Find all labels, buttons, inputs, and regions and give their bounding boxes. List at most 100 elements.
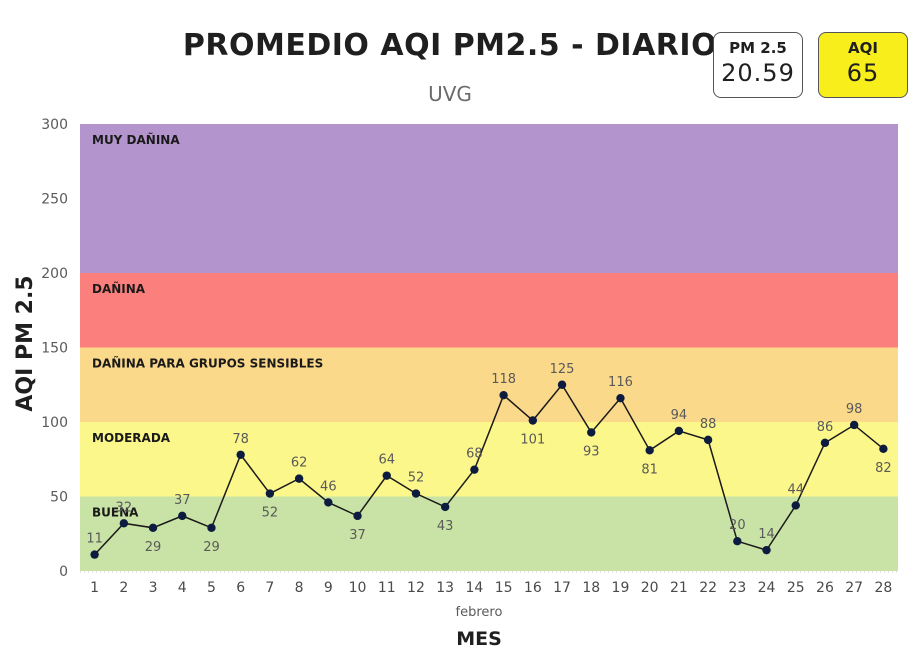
band-label-0: BUENA [92, 506, 139, 520]
data-point-15 [528, 416, 538, 425]
data-label-22: 20 [729, 518, 746, 533]
data-point-24 [791, 501, 800, 510]
data-point-6 [265, 489, 275, 498]
data-point-23 [762, 545, 771, 555]
data-label-5: 78 [232, 432, 249, 447]
y-tick-label-3: 150 [41, 341, 68, 357]
data-point-17 [587, 428, 596, 437]
data-label-4: 29 [203, 540, 220, 555]
data-label-13: 68 [466, 447, 483, 462]
x-tick-label-15: 16 [524, 580, 542, 596]
data-point-19 [645, 446, 654, 455]
x-tick-label-2: 3 [149, 580, 158, 596]
chart-title: PROMEDIO AQI PM2.5 - DIARIO [182, 28, 718, 63]
data-point-11 [411, 489, 421, 498]
data-point-16 [557, 380, 567, 389]
x-tick-label-26: 27 [845, 580, 863, 596]
x-sublabel: febrero [456, 605, 503, 620]
data-point-18 [616, 393, 625, 403]
x-tick-label-19: 20 [641, 580, 659, 596]
x-tick-label-13: 14 [465, 580, 483, 596]
data-label-2: 29 [145, 540, 162, 555]
y-tick-label-0: 0 [59, 564, 68, 580]
data-label-20: 94 [671, 408, 688, 423]
data-point-14 [499, 390, 508, 400]
data-label-12: 43 [437, 519, 454, 534]
x-tick-label-18: 19 [612, 580, 630, 596]
data-point-1 [119, 519, 129, 528]
x-tick-label-21: 22 [699, 580, 717, 596]
data-point-25 [820, 438, 830, 448]
data-point-13 [470, 465, 479, 474]
data-point-20 [674, 426, 684, 436]
x-tick-label-20: 21 [670, 580, 688, 596]
data-point-27 [879, 444, 888, 454]
aqi-card-value: 65 [846, 59, 880, 87]
data-label-15: 101 [520, 433, 545, 448]
x-tick-label-14: 15 [495, 580, 513, 596]
band-label-1: MODERADA [92, 431, 171, 445]
band-4 [80, 124, 898, 273]
data-label-10: 64 [378, 453, 395, 468]
x-tick-label-1: 2 [119, 580, 128, 596]
band-3 [80, 273, 898, 348]
x-tick-label-22: 23 [728, 580, 746, 596]
data-point-4 [207, 523, 216, 532]
data-point-3 [178, 511, 187, 521]
x-tick-label-3: 4 [178, 580, 187, 596]
data-point-0 [90, 550, 99, 559]
y-tick-label-2: 100 [41, 415, 68, 431]
data-label-14: 118 [491, 372, 516, 387]
y-tick-label-5: 250 [41, 192, 68, 208]
x-tick-label-7: 8 [295, 580, 304, 596]
x-tick-label-25: 26 [816, 580, 834, 596]
data-point-9 [353, 511, 362, 521]
data-label-26: 98 [846, 402, 863, 417]
data-label-27: 82 [875, 461, 892, 476]
data-point-21 [703, 435, 713, 445]
x-tick-label-0: 1 [90, 580, 99, 596]
data-point-2 [148, 523, 158, 532]
data-label-18: 116 [608, 375, 633, 390]
x-tick-label-24: 25 [787, 580, 805, 596]
band-label-4: MUY DAÑINA [92, 132, 180, 147]
data-point-22 [733, 537, 742, 546]
data-label-19: 81 [641, 462, 658, 477]
pm25-card-label: PM 2.5 [729, 39, 787, 57]
data-label-7: 62 [291, 456, 308, 471]
data-label-11: 52 [408, 471, 425, 486]
x-tick-label-6: 7 [265, 580, 274, 596]
data-label-9: 37 [349, 528, 366, 543]
data-point-7 [294, 474, 304, 483]
data-label-23: 14 [758, 527, 775, 542]
data-label-6: 52 [262, 506, 279, 521]
data-label-1: 32 [116, 500, 133, 515]
x-tick-label-10: 11 [378, 580, 396, 596]
x-axis-label: MES [456, 628, 502, 650]
data-point-10 [382, 471, 391, 480]
data-point-8 [324, 498, 333, 507]
y-tick-label-1: 50 [50, 490, 68, 506]
x-tick-label-16: 17 [553, 580, 571, 596]
x-tick-label-12: 13 [436, 580, 454, 596]
data-label-0: 11 [86, 532, 103, 547]
band-label-2: DAÑINA PARA GRUPOS SENSIBLES [92, 356, 323, 371]
aqi-card-label: AQI [848, 39, 878, 57]
x-tick-label-4: 5 [207, 580, 216, 596]
y-axis-label: AQI PM 2.5 [13, 275, 38, 411]
y-tick-label-6: 300 [41, 117, 68, 133]
pm25-card-value: 20.59 [721, 59, 795, 87]
data-label-25: 86 [817, 420, 834, 435]
data-point-26 [849, 420, 859, 430]
series-line-0 [94, 383, 884, 556]
data-label-8: 46 [320, 479, 337, 494]
aqi-card: AQI 65 [818, 32, 908, 98]
data-point-12 [440, 502, 450, 512]
x-tick-label-23: 24 [758, 580, 776, 596]
chart-subtitle: UVG [428, 82, 472, 106]
data-point-5 [236, 450, 245, 459]
x-tick-label-11: 12 [407, 580, 425, 596]
data-label-16: 125 [550, 362, 575, 377]
band-2 [80, 347, 898, 422]
